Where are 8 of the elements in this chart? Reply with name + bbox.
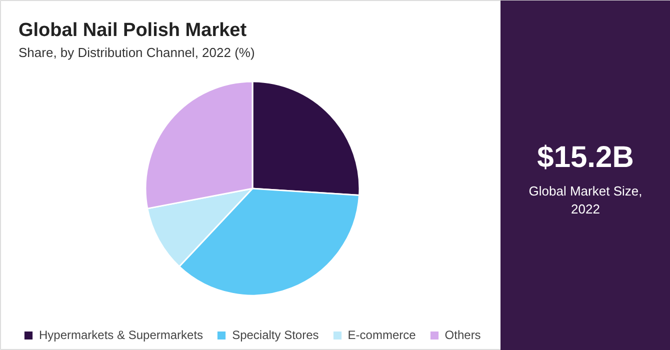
legend-label: Hypermarkets & Supermarkets — [39, 328, 204, 342]
chart-subtitle: Share, by Distribution Channel, 2022 (%) — [18, 45, 255, 60]
legend-label: Specialty Stores — [232, 328, 319, 342]
legend-label: E-commerce — [348, 328, 416, 342]
text: $15.2B — [537, 141, 634, 174]
chart-title: Global Nail Polish Market — [18, 20, 248, 41]
text: Global Market Size, 2022 — [528, 184, 642, 216]
legend-label: Others — [444, 328, 481, 342]
